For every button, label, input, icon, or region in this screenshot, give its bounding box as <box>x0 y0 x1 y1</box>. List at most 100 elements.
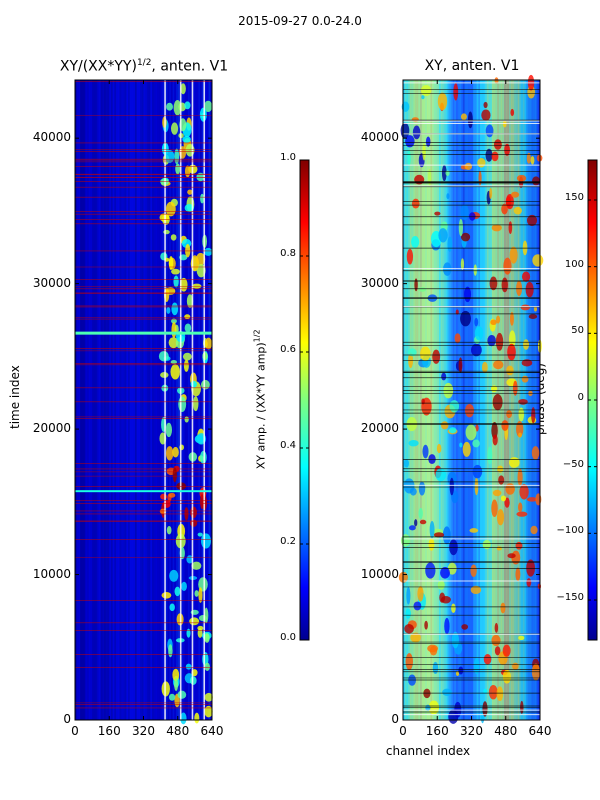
amplitude-patch <box>204 247 213 256</box>
amplitude-patch <box>192 396 199 412</box>
phase-column <box>435 80 438 720</box>
amplitude-patch <box>173 275 179 288</box>
amplitude-patch <box>200 193 205 204</box>
y-tick-label: 20000 <box>360 421 399 436</box>
phase-patch <box>406 587 411 605</box>
phase-column <box>413 80 415 720</box>
phase-patch <box>424 620 428 630</box>
amplitude-patch <box>182 135 191 143</box>
phase-patch <box>521 359 533 367</box>
phase-patch <box>422 143 426 161</box>
phase-patch <box>519 484 529 500</box>
amplitude-column <box>100 80 103 720</box>
amplitude-column <box>119 80 122 720</box>
phase-patch <box>532 254 544 267</box>
amplitude-patch <box>181 581 187 592</box>
phase-patch <box>526 152 531 164</box>
amplitude-patch <box>199 107 207 122</box>
phase-column <box>481 80 484 720</box>
phase-patch <box>481 361 488 374</box>
amplitude-column <box>206 80 209 720</box>
amplitude-patch <box>200 494 205 510</box>
phase-column <box>488 80 491 720</box>
left-heatmap-panel <box>74 79 213 725</box>
phase-patch <box>504 497 510 508</box>
left-title-suffix: , anten. V1 <box>151 58 229 75</box>
phase-patch <box>492 434 498 446</box>
amplitude-column <box>143 80 146 720</box>
phase-column <box>534 80 537 720</box>
phase-patch <box>445 170 450 176</box>
amplitude-patch <box>174 678 179 691</box>
left-colorbar-ticks <box>300 159 309 641</box>
phase-patch <box>483 688 488 694</box>
phase-patch <box>504 143 510 156</box>
phase-column <box>406 80 409 720</box>
phase-patch <box>400 534 411 547</box>
x-tick-label: 640 <box>200 724 224 738</box>
phase-patch <box>414 519 418 527</box>
amplitude-patch <box>186 628 191 638</box>
amplitude-column <box>129 80 132 720</box>
phase-patch <box>420 85 432 96</box>
phase-patch <box>428 454 436 465</box>
amplitude-column <box>152 80 154 720</box>
phase-patch <box>507 343 516 361</box>
amplitude-column <box>150 80 153 720</box>
phase-patch <box>515 567 521 582</box>
phase-patch <box>464 162 473 171</box>
phase-patch <box>472 439 480 448</box>
amplitude-patch <box>184 416 189 423</box>
amplitude-patch <box>171 268 180 275</box>
amplitude-column <box>105 80 108 720</box>
phase-column <box>440 80 443 720</box>
phase-column <box>409 80 412 720</box>
phase-patch <box>510 108 515 117</box>
phase-patch <box>401 101 410 112</box>
amplitude-column <box>170 80 173 720</box>
phase-patch <box>473 264 477 276</box>
phase-patch <box>482 539 491 550</box>
figure-suptitle: 2015-09-27 0.0-24.0 <box>238 14 362 28</box>
phase-patch <box>413 601 422 611</box>
amplitude-patch <box>172 467 177 483</box>
phase-patch <box>483 654 492 665</box>
phase-patch <box>523 339 530 350</box>
phase-column <box>509 80 511 720</box>
amplitude-column <box>126 80 129 720</box>
phase-patch <box>442 688 452 696</box>
x-tick-label: 480 <box>166 724 190 738</box>
phase-patch <box>501 420 509 431</box>
amplitude-patch <box>165 287 176 295</box>
amplitude-patch <box>166 526 172 535</box>
phase-patch <box>405 608 412 619</box>
amplitude-patch <box>204 337 213 350</box>
phase-column <box>456 80 458 720</box>
phase-patch <box>455 670 460 677</box>
x-tick-label: 640 <box>528 724 552 738</box>
x-tick-label: 160 <box>425 724 449 738</box>
phase-patch <box>473 657 480 675</box>
phase-patch <box>501 277 508 293</box>
phase-patch <box>421 398 425 405</box>
amplitude-column <box>81 80 84 720</box>
colorbar-tick-label: 0.8 <box>280 248 296 259</box>
amplitude-column <box>104 80 106 720</box>
amplitude-patch <box>202 351 208 360</box>
phase-patch <box>470 564 477 577</box>
phase-patch <box>414 278 418 292</box>
phase-patch <box>454 333 461 344</box>
phase-patch <box>406 248 414 265</box>
amplitude-column <box>78 80 81 720</box>
phase-column <box>452 80 455 720</box>
phase-patch <box>528 314 538 320</box>
amplitude-patch <box>204 662 210 671</box>
phase-patch <box>530 525 538 535</box>
amplitude-patch <box>204 633 210 643</box>
phase-patch <box>421 95 425 100</box>
amplitude-column <box>97 80 99 720</box>
phase-patch <box>502 644 511 657</box>
amplitude-column <box>131 80 134 720</box>
phase-patch <box>509 312 514 326</box>
amplitude-column <box>145 80 147 720</box>
